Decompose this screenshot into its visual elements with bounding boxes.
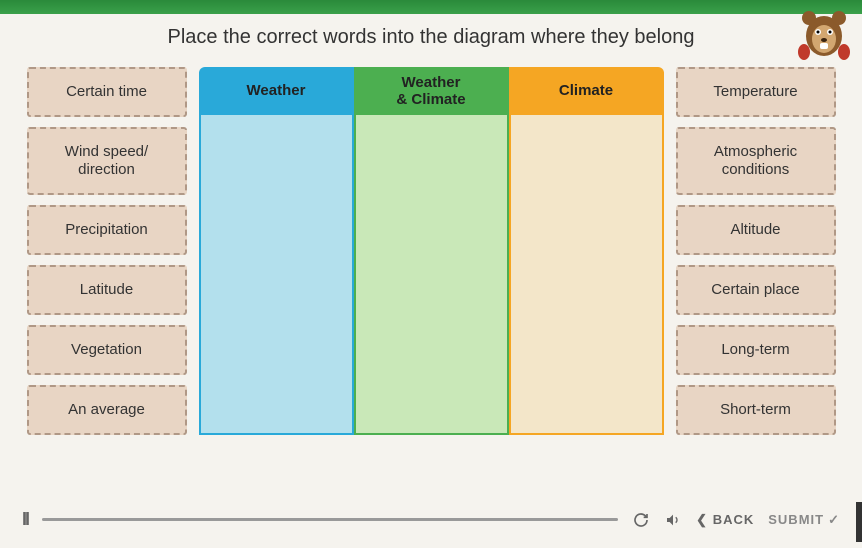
progress-bar[interactable]	[42, 518, 618, 521]
pause-button[interactable]: II	[22, 509, 28, 530]
reload-icon[interactable]	[632, 511, 650, 529]
climate-column: Climate	[509, 67, 664, 435]
submit-button[interactable]: SUBMIT ✓	[768, 512, 840, 528]
word-tile[interactable]: Atmosphericconditions	[676, 127, 836, 195]
audio-icon[interactable]	[664, 511, 682, 529]
weather-column: Weather	[199, 67, 354, 435]
climate-drop-zone[interactable]	[509, 115, 664, 435]
back-label: BACK	[713, 512, 755, 527]
both-drop-zone[interactable]	[354, 115, 509, 435]
both-header: Weather& Climate	[354, 67, 509, 115]
check-icon: ✓	[828, 512, 840, 528]
submit-label: SUBMIT	[768, 512, 824, 527]
word-tile[interactable]: Altitude	[676, 205, 836, 255]
top-bar	[0, 0, 862, 14]
back-button[interactable]: ❮ BACK	[696, 512, 754, 528]
word-tile[interactable]: Long-term	[676, 325, 836, 375]
left-word-bank: Certain time Wind speed/direction Precip…	[27, 67, 187, 435]
chevron-left-icon: ❮	[696, 512, 708, 527]
word-tile[interactable]: Wind speed/direction	[27, 127, 187, 195]
footer-controls: II ❮ BACK SUBMIT ✓	[0, 509, 862, 530]
word-tile[interactable]: Short-term	[676, 385, 836, 435]
right-edge-marker	[856, 502, 862, 542]
climate-header: Climate	[509, 67, 664, 115]
main-area: Certain time Wind speed/direction Precip…	[0, 67, 862, 435]
word-tile[interactable]: Precipitation	[27, 205, 187, 255]
weather-drop-zone[interactable]	[199, 115, 354, 435]
right-word-bank: Temperature Atmosphericconditions Altitu…	[676, 67, 836, 435]
sort-diagram: Weather Weather& Climate Climate	[199, 67, 664, 435]
word-tile[interactable]: Latitude	[27, 265, 187, 315]
word-tile[interactable]: An average	[27, 385, 187, 435]
instruction-text: Place the correct words into the diagram…	[0, 14, 862, 67]
word-tile[interactable]: Certain place	[676, 265, 836, 315]
weather-header: Weather	[199, 67, 354, 115]
word-tile[interactable]: Certain time	[27, 67, 187, 117]
both-column: Weather& Climate	[354, 67, 509, 435]
mascot-image	[794, 4, 854, 79]
word-tile[interactable]: Vegetation	[27, 325, 187, 375]
